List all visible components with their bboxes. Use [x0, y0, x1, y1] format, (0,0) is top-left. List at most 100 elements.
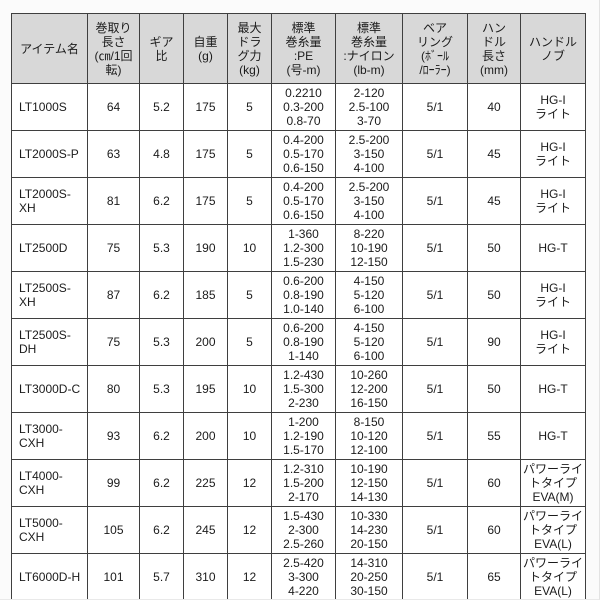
max-drag-cell: 5	[227, 271, 272, 319]
line-capacity-pe-cell: 0.2210 0.3-200 0.8-70	[271, 83, 336, 131]
handle-knob-cell: パワーライトタイプ EVA(L)	[520, 553, 586, 599]
table-row: LT2500S-DH 75 5.3 200 5 0.6-200 0.8-190 1-140…	[11, 318, 586, 366]
header-handle-length: ハン ドル 長さ (mm)	[467, 13, 521, 84]
header-bearings: ベア リング (ﾎﾞｰﾙ /ﾛｰﾗｰ)	[402, 13, 468, 84]
item-name-cell: LT2000S-P	[11, 130, 88, 178]
line-capacity-pe-cell: 1.5-430 2-300 2.5-260	[271, 506, 336, 554]
gear-ratio-cell: 6.2	[139, 412, 184, 460]
line-capacity-nylon-cell: 4-150 5-120 6-100	[335, 271, 403, 319]
line-capacity-nylon-cell: 8-220 10-190 12-150	[335, 224, 403, 272]
header-line-capacity-pe: 標準 巻糸量 :PE (号-m)	[271, 13, 336, 84]
handle-knob-cell: HG-I ライト	[520, 318, 586, 366]
table-row: LT3000D-C 80 5.3 195 10 1.2-430 1.5-300 2-230…	[11, 365, 586, 413]
weight-cell: 175	[183, 83, 228, 131]
item-name-cell: LT2000S-XH	[11, 177, 88, 225]
handle-length-cell: 50	[467, 271, 521, 319]
bearings-cell: 5/1	[402, 130, 468, 178]
weight-cell: 200	[183, 412, 228, 460]
retrieve-length-cell: 63	[87, 130, 140, 178]
item-name-cell: LT4000-CXH	[11, 459, 88, 507]
table-row: LT5000-CXH 105 6.2 245 12 1.5-430 2-300 2.5-2…	[11, 506, 586, 554]
retrieve-length-cell: 80	[87, 365, 140, 413]
table-row: LT2000S-P 63 4.8 175 5 0.4-200 0.5-170 0.6-15…	[11, 130, 586, 178]
max-drag-cell: 5	[227, 177, 272, 225]
line-capacity-pe-cell: 0.6-200 0.8-190 1-140	[271, 318, 336, 366]
weight-cell: 190	[183, 224, 228, 272]
header-weight: 自重 (g)	[183, 13, 228, 84]
line-capacity-nylon-cell: 2.5-200 3-150 4-100	[335, 130, 403, 178]
retrieve-length-cell: 75	[87, 224, 140, 272]
spec-table-body: LT1000S 64 5.2 175 5 0.2210 0.3-200 0.8-70 2-1…	[11, 83, 586, 599]
bearings-cell: 5/1	[402, 177, 468, 225]
line-capacity-nylon-cell: 10-330 14-230 20-150	[335, 506, 403, 554]
weight-cell: 200	[183, 318, 228, 366]
item-name-cell: LT5000-CXH	[11, 506, 88, 554]
header-row: アイテム名 巻取り 長さ (㎝/1回 転) ギア 比 自重 (g) 最大 ドラ …	[11, 13, 586, 84]
item-name-cell: LT2500S-DH	[11, 318, 88, 366]
max-drag-cell: 5	[227, 83, 272, 131]
line-capacity-pe-cell: 1-200 1.2-190 1.5-170	[271, 412, 336, 460]
handle-length-cell: 90	[467, 318, 521, 366]
handle-knob-cell: パワーライトタイプ EVA(M)	[520, 459, 586, 507]
line-capacity-pe-cell: 2.5-420 3-300 4-220	[271, 553, 336, 599]
gear-ratio-cell: 5.3	[139, 224, 184, 272]
gear-ratio-cell: 5.7	[139, 553, 184, 599]
line-capacity-pe-cell: 1-360 1.2-300 1.5-230	[271, 224, 336, 272]
retrieve-length-cell: 93	[87, 412, 140, 460]
item-name-cell: LT3000D-C	[11, 365, 88, 413]
item-name-cell: LT3000-CXH	[11, 412, 88, 460]
weight-cell: 225	[183, 459, 228, 507]
bearings-cell: 5/1	[402, 83, 468, 131]
header-line-capacity-nylon: 標準 巻糸量 :ナイロン (lb-m)	[335, 13, 403, 84]
line-capacity-nylon-cell: 2.5-200 3-150 4-100	[335, 177, 403, 225]
handle-knob-cell: HG-I ライト	[520, 177, 586, 225]
bearings-cell: 5/1	[402, 318, 468, 366]
table-row: LT2500D 75 5.3 190 10 1-360 1.2-300 1.5-230 8-…	[11, 224, 586, 272]
weight-cell: 185	[183, 271, 228, 319]
bearings-cell: 5/1	[402, 224, 468, 272]
handle-knob-cell: HG-T	[520, 412, 586, 460]
line-capacity-nylon-cell: 2-120 2.5-100 3-70	[335, 83, 403, 131]
gear-ratio-cell: 6.2	[139, 506, 184, 554]
line-capacity-pe-cell: 1.2-430 1.5-300 2-230	[271, 365, 336, 413]
weight-cell: 310	[183, 553, 228, 599]
item-name-cell: LT1000S	[11, 83, 88, 131]
weight-cell: 175	[183, 177, 228, 225]
max-drag-cell: 12	[227, 506, 272, 554]
handle-length-cell: 45	[467, 130, 521, 178]
bearings-cell: 5/1	[402, 553, 468, 599]
handle-length-cell: 65	[467, 553, 521, 599]
max-drag-cell: 5	[227, 130, 272, 178]
retrieve-length-cell: 99	[87, 459, 140, 507]
handle-length-cell: 50	[467, 365, 521, 413]
header-handle-knob: ハンドル ノブ	[520, 13, 586, 84]
gear-ratio-cell: 6.2	[139, 177, 184, 225]
handle-length-cell: 60	[467, 506, 521, 554]
weight-cell: 175	[183, 130, 228, 178]
item-name-cell: LT6000D-H	[11, 553, 88, 599]
header-item-name: アイテム名	[11, 13, 88, 84]
bearings-cell: 5/1	[402, 459, 468, 507]
gear-ratio-cell: 5.3	[139, 365, 184, 413]
max-drag-cell: 12	[227, 459, 272, 507]
bearings-cell: 5/1	[402, 271, 468, 319]
item-name-cell: LT2500D	[11, 224, 88, 272]
table-row: LT3000-CXH 93 6.2 200 10 1-200 1.2-190 1.5-17…	[11, 412, 586, 460]
line-capacity-pe-cell: 0.4-200 0.5-170 0.6-150	[271, 130, 336, 178]
line-capacity-pe-cell: 0.6-200 0.8-190 1.0-140	[271, 271, 336, 319]
handle-knob-cell: HG-I ライト	[520, 83, 586, 131]
retrieve-length-cell: 87	[87, 271, 140, 319]
max-drag-cell: 5	[227, 318, 272, 366]
retrieve-length-cell: 75	[87, 318, 140, 366]
line-capacity-nylon-cell: 8-150 10-120 12-100	[335, 412, 403, 460]
line-capacity-pe-cell: 0.4-200 0.5-170 0.6-150	[271, 177, 336, 225]
handle-length-cell: 50	[467, 224, 521, 272]
bearings-cell: 5/1	[402, 412, 468, 460]
handle-knob-cell: パワーライトタイプ EVA(L)	[520, 506, 586, 554]
line-capacity-pe-cell: 1.2-310 1.5-200 2-170	[271, 459, 336, 507]
handle-knob-cell: HG-I ライト	[520, 271, 586, 319]
gear-ratio-cell: 5.2	[139, 83, 184, 131]
bearings-cell: 5/1	[402, 506, 468, 554]
weight-cell: 245	[183, 506, 228, 554]
